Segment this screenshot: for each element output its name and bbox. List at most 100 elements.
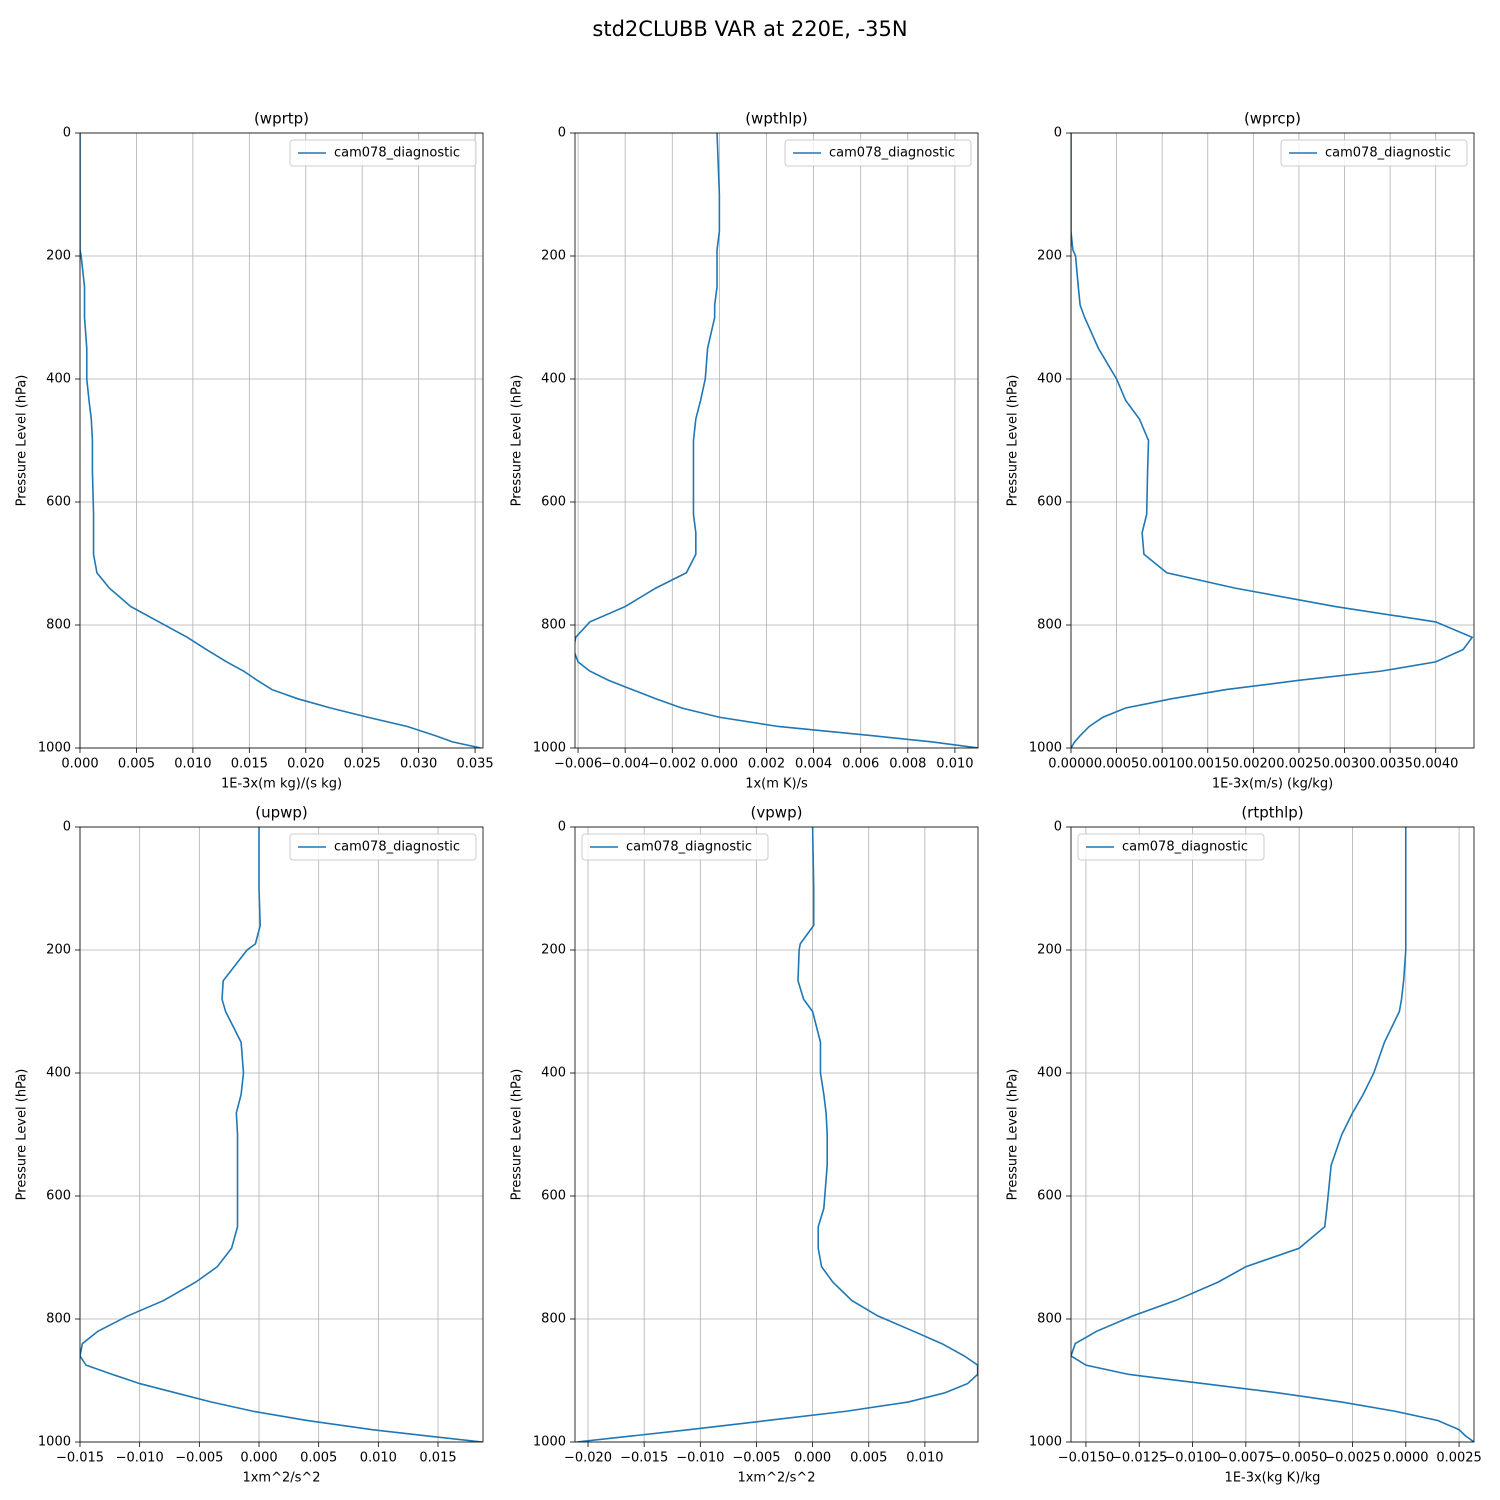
subplot-title: (wpthlp) bbox=[745, 110, 808, 128]
axes-frame bbox=[79, 826, 484, 1443]
x-tick-label: −0.015 bbox=[620, 1451, 668, 1466]
x-tick-label: 0.002 bbox=[748, 757, 785, 772]
x-tick-label: 0.005 bbox=[118, 757, 155, 772]
x-tick-label: 0.000 bbox=[61, 757, 98, 772]
x-tick-label: 0.010 bbox=[174, 757, 211, 772]
y-tick-label: 400 bbox=[46, 372, 71, 387]
y-tick-label: 800 bbox=[1037, 618, 1062, 633]
y-tick-label: 200 bbox=[46, 249, 71, 264]
x-tick-label: −0.0050 bbox=[1271, 1451, 1327, 1466]
axes-frame bbox=[574, 826, 979, 1443]
x-tick-label: −0.0125 bbox=[1111, 1451, 1167, 1466]
x-tick-label: 0.010 bbox=[906, 1451, 943, 1466]
legend-box bbox=[784, 139, 972, 167]
data-line bbox=[1071, 133, 1474, 748]
y-tick-label: 200 bbox=[541, 249, 566, 264]
data-line bbox=[576, 827, 978, 1442]
subplot-title: (wprcp) bbox=[1244, 110, 1301, 128]
y-tick-label: 800 bbox=[46, 1312, 71, 1327]
subplot-title: (vpwp) bbox=[751, 804, 803, 822]
y-axis-label: Pressure Level (hPa) bbox=[15, 1069, 30, 1201]
legend-box bbox=[289, 139, 477, 167]
x-tick-label: 0.000 bbox=[794, 1451, 831, 1466]
subplot-title: (rtpthlp) bbox=[1241, 804, 1303, 822]
legend-box bbox=[1077, 833, 1265, 861]
x-axis-label: 1x(m K)/s bbox=[745, 777, 808, 792]
subplot-title: (wprtp) bbox=[254, 110, 309, 128]
y-axis-label: Pressure Level (hPa) bbox=[1006, 1069, 1021, 1201]
y-tick-label: 600 bbox=[1037, 1189, 1062, 1204]
y-tick-label: 1000 bbox=[1029, 741, 1062, 756]
y-tick-label: 0 bbox=[63, 820, 71, 835]
x-tick-label: 0.020 bbox=[287, 757, 324, 772]
x-tick-label: 0.008 bbox=[889, 757, 926, 772]
legend-label: cam078_diagnostic bbox=[626, 840, 752, 855]
y-tick-label: 400 bbox=[541, 372, 566, 387]
y-tick-label: 1000 bbox=[1029, 1435, 1062, 1450]
y-tick-label: 200 bbox=[541, 943, 566, 958]
x-tick-label: 0.010 bbox=[360, 1451, 397, 1466]
y-tick-label: 0 bbox=[558, 126, 566, 141]
y-tick-label: 0 bbox=[1054, 126, 1062, 141]
x-tick-label: 0.010 bbox=[936, 757, 973, 772]
y-tick-label: 1000 bbox=[533, 741, 566, 756]
data-line bbox=[1071, 827, 1474, 1442]
legend-label: cam078_diagnostic bbox=[334, 146, 460, 161]
x-tick-label: 0.0010 bbox=[1139, 757, 1185, 772]
x-tick-label: 0.004 bbox=[795, 757, 832, 772]
x-tick-label: 0.015 bbox=[231, 757, 268, 772]
y-tick-label: 400 bbox=[541, 1066, 566, 1081]
y-axis-label: Pressure Level (hPa) bbox=[1006, 375, 1021, 507]
legend-box bbox=[1280, 139, 1468, 167]
x-tick-label: 0.0025 bbox=[1436, 1451, 1482, 1466]
legend-box bbox=[289, 833, 477, 861]
x-tick-label: 0.000 bbox=[240, 1451, 277, 1466]
axes-frame bbox=[1070, 826, 1475, 1443]
x-tick-label: 0.0040 bbox=[1413, 757, 1459, 772]
x-tick-label: −0.006 bbox=[554, 757, 602, 772]
x-tick-label: 0.0020 bbox=[1231, 757, 1277, 772]
y-tick-label: 600 bbox=[541, 495, 566, 510]
x-tick-label: −0.0150 bbox=[1058, 1451, 1114, 1466]
x-tick-label: −0.010 bbox=[676, 1451, 724, 1466]
x-axis-label: 1E-3x(m/s) (kg/kg) bbox=[1212, 777, 1333, 792]
x-tick-label: 0.0000 bbox=[1048, 757, 1094, 772]
x-tick-label: −0.005 bbox=[175, 1451, 223, 1466]
x-tick-label: 0.005 bbox=[300, 1451, 337, 1466]
y-tick-label: 400 bbox=[1037, 1066, 1062, 1081]
y-tick-label: 600 bbox=[541, 1189, 566, 1204]
y-tick-label: 800 bbox=[541, 1312, 566, 1327]
figure-title: std2CLUBB VAR at 220E, -35N bbox=[592, 17, 907, 41]
y-tick-label: 400 bbox=[1037, 372, 1062, 387]
x-tick-label: 0.0025 bbox=[1276, 757, 1322, 772]
x-tick-label: −0.002 bbox=[648, 757, 696, 772]
x-axis-label: 1xm^2/s^2 bbox=[737, 1471, 815, 1486]
y-tick-label: 200 bbox=[1037, 249, 1062, 264]
x-tick-label: −0.010 bbox=[116, 1451, 164, 1466]
y-tick-label: 0 bbox=[63, 126, 71, 141]
y-axis-label: Pressure Level (hPa) bbox=[510, 1069, 525, 1201]
x-tick-label: −0.015 bbox=[56, 1451, 104, 1466]
y-tick-label: 1000 bbox=[38, 741, 71, 756]
y-tick-label: 600 bbox=[46, 1189, 71, 1204]
legend-label: cam078_diagnostic bbox=[829, 146, 955, 161]
y-tick-label: 200 bbox=[46, 943, 71, 958]
axes-frame bbox=[574, 132, 979, 749]
x-tick-label: −0.005 bbox=[732, 1451, 780, 1466]
legend-label: cam078_diagnostic bbox=[334, 840, 460, 855]
y-tick-label: 400 bbox=[46, 1066, 71, 1081]
y-axis-label: Pressure Level (hPa) bbox=[510, 375, 525, 507]
legend-label: cam078_diagnostic bbox=[1325, 146, 1451, 161]
legend-box bbox=[581, 833, 769, 861]
y-tick-label: 600 bbox=[46, 495, 71, 510]
y-tick-label: 600 bbox=[1037, 495, 1062, 510]
axes-frame bbox=[1070, 132, 1475, 749]
data-line bbox=[575, 133, 978, 748]
x-tick-label: −0.004 bbox=[601, 757, 649, 772]
x-tick-label: −0.0075 bbox=[1218, 1451, 1274, 1466]
x-tick-label: 0.025 bbox=[344, 757, 381, 772]
x-axis-label: 1E-3x(kg K)/kg bbox=[1225, 1471, 1321, 1486]
x-tick-label: −0.0100 bbox=[1164, 1451, 1220, 1466]
y-tick-label: 0 bbox=[1054, 820, 1062, 835]
x-tick-label: 0.0030 bbox=[1322, 757, 1368, 772]
